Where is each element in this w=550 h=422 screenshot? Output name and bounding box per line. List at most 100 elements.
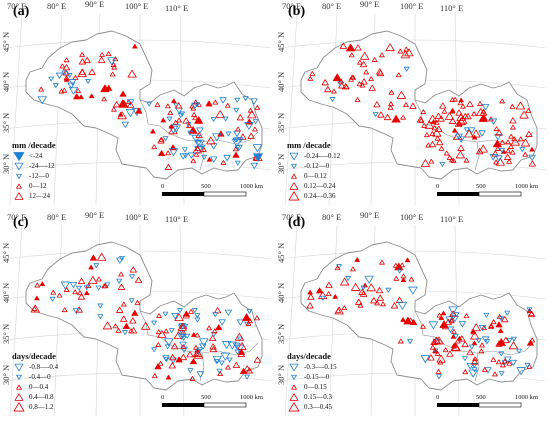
legend-symbol — [288, 191, 300, 201]
increasing-station-marker — [331, 88, 337, 94]
increasing-station-marker — [350, 74, 357, 80]
decreasing-station-marker — [187, 152, 195, 159]
increasing-station-marker — [404, 257, 411, 263]
increasing-station-marker — [395, 72, 402, 78]
legend-entry: <-24 — [12, 151, 56, 161]
decreasing-station-marker — [372, 112, 379, 117]
decreasing-station-marker — [196, 127, 204, 134]
map-canvas — [3, 224, 272, 417]
increasing-station-marker — [526, 339, 534, 346]
increasing-station-marker — [190, 158, 197, 164]
increasing-station-marker — [492, 371, 498, 377]
legend-label: 0—12 — [29, 182, 47, 190]
increasing-station-marker — [151, 144, 158, 150]
increasing-station-marker — [97, 252, 107, 261]
scale-bar-label: 0 — [436, 394, 440, 401]
longitude-line — [284, 13, 298, 206]
increasing-station-marker — [205, 100, 213, 107]
up-triangle-icon — [14, 393, 24, 401]
legend: days/decade -0.3—-0.15 -0.15—0 0—0.15 0.15—… — [287, 351, 337, 412]
increasing-station-marker — [435, 125, 443, 132]
increasing-station-marker — [360, 51, 370, 60]
legend-symbol — [14, 363, 24, 372]
down-triangle-icon — [13, 152, 25, 161]
increasing-station-marker — [390, 302, 399, 309]
increasing-station-marker — [508, 133, 514, 139]
increasing-station-marker — [232, 146, 239, 152]
increasing-station-marker — [471, 111, 477, 117]
decreasing-station-marker — [97, 314, 104, 320]
decreasing-station-marker — [169, 357, 177, 364]
increasing-station-marker — [354, 44, 362, 51]
latitude-label: 40° N — [1, 282, 11, 303]
longitude-label: 80° E — [322, 212, 342, 222]
legend-symbol — [291, 173, 297, 179]
decreasing-station-marker — [210, 116, 217, 122]
increasing-station-marker — [247, 132, 255, 139]
decreasing-station-marker — [445, 316, 453, 323]
increasing-station-marker — [450, 158, 457, 163]
increasing-station-marker — [442, 347, 449, 353]
decreasing-station-marker — [234, 349, 241, 355]
scale-bar-segment — [162, 403, 204, 407]
increasing-station-marker — [247, 318, 253, 324]
increasing-station-marker — [368, 76, 374, 81]
increasing-station-marker — [427, 114, 438, 123]
decreasing-station-marker — [168, 148, 179, 156]
longitude-label: 70° E — [7, 212, 27, 222]
decreasing-station-marker — [213, 359, 220, 364]
scale-bar-label: 1000 km — [515, 183, 538, 190]
decreasing-station-marker — [194, 145, 204, 154]
scale-bar-label: 500 — [201, 394, 211, 401]
increasing-station-marker — [177, 322, 187, 331]
legend-entry: 0—0.12 — [287, 171, 340, 181]
increasing-station-marker — [446, 155, 453, 160]
increasing-station-marker — [155, 342, 162, 347]
decreasing-station-marker — [93, 263, 100, 269]
increasing-station-marker — [371, 57, 378, 62]
increasing-station-marker — [416, 116, 425, 123]
increasing-station-marker — [209, 334, 217, 341]
increasing-station-marker — [171, 343, 179, 350]
panel-label: (c) — [13, 215, 29, 230]
stations — [307, 42, 536, 167]
legend-entry: 0—0.15 — [287, 382, 337, 392]
increasing-station-marker — [495, 129, 503, 136]
increasing-station-marker — [122, 322, 130, 329]
legend-symbol — [291, 374, 297, 380]
legend-entry: -0.15—0 — [287, 372, 337, 382]
increasing-station-marker — [436, 139, 444, 146]
decreasing-station-marker — [509, 359, 517, 366]
increasing-station-marker — [242, 313, 252, 321]
increasing-station-marker — [522, 151, 529, 157]
decreasing-station-marker — [224, 309, 232, 316]
increasing-station-marker — [430, 344, 436, 350]
increasing-station-marker — [377, 111, 385, 118]
increasing-station-marker — [370, 297, 378, 304]
increasing-station-marker — [78, 58, 87, 65]
increasing-station-marker — [488, 323, 495, 328]
increasing-station-marker — [525, 108, 532, 113]
increasing-station-marker — [89, 254, 97, 261]
increasing-station-marker — [466, 100, 474, 107]
decreasing-station-marker — [466, 362, 474, 370]
map-panel-a: (a) mm /decade <-24 -24—-12 -12—0 0—12 12—24… — [0, 0, 275, 211]
decreasing-station-marker — [126, 99, 135, 106]
increasing-station-marker — [509, 149, 516, 155]
latitude-label: 35° N — [276, 112, 286, 133]
increasing-station-marker — [88, 276, 98, 284]
increasing-station-marker — [129, 266, 137, 273]
longitude-label: 70° E — [282, 1, 302, 11]
increasing-station-marker — [466, 349, 474, 356]
decreasing-station-marker — [199, 144, 206, 150]
increasing-station-marker — [434, 351, 441, 356]
up-triangle-icon — [288, 191, 300, 201]
increasing-station-marker — [528, 160, 536, 167]
decreasing-station-marker — [216, 368, 223, 374]
up-triangle-icon — [13, 402, 25, 412]
legend-entry: 0.24—0.36 — [287, 191, 340, 201]
increasing-station-marker — [112, 56, 119, 62]
decreasing-station-marker — [164, 344, 171, 350]
scale-bar-label: 0 — [161, 183, 165, 190]
increasing-station-marker — [152, 373, 158, 379]
